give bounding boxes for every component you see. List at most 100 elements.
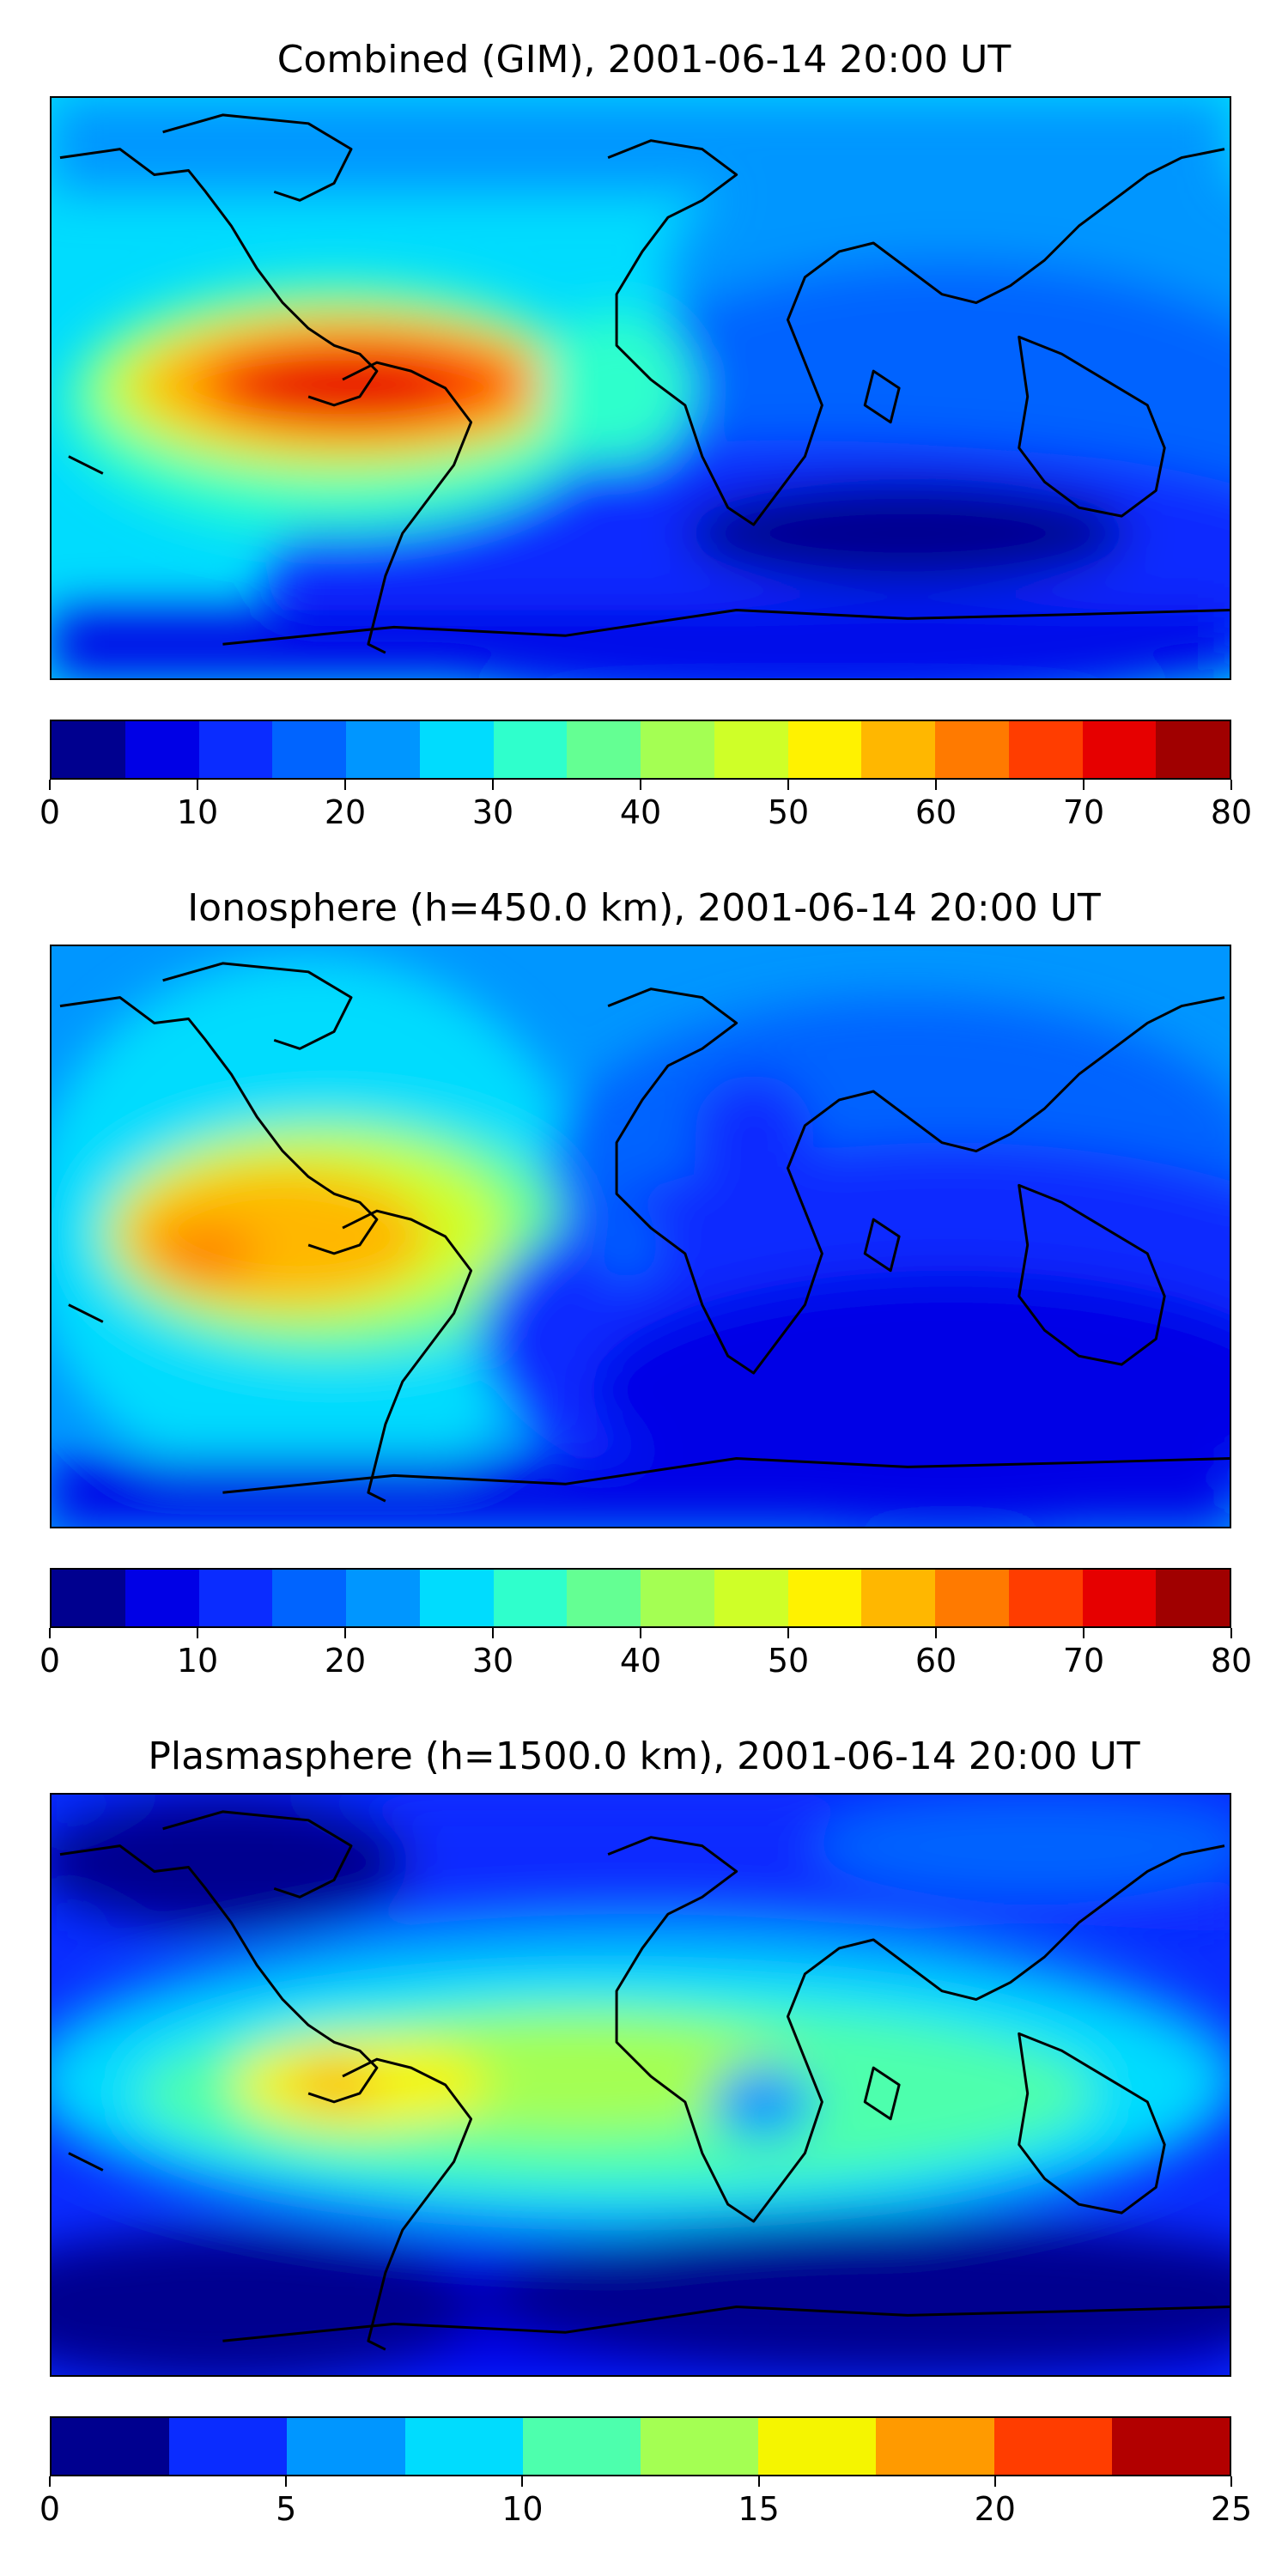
colorbar-tick-label: 50 (767, 793, 810, 831)
colorbar-tick (640, 1628, 641, 1638)
colorbar-tick (935, 780, 937, 790)
colorbar-segment (522, 2418, 641, 2475)
colorbar-tick-label: 80 (1210, 793, 1253, 831)
colorbar-segment (641, 2418, 759, 2475)
colorbar-tick (1083, 1628, 1084, 1638)
coastlines (59, 1810, 1230, 2351)
colorbar (50, 2416, 1231, 2476)
colorbar-tick-label: 15 (738, 2490, 780, 2528)
colorbar-segment (714, 1570, 788, 1626)
colorbar-ticks: 0 10 20 30 40 50 60 70 80 (39, 1628, 1252, 1680)
colorbar-segment (861, 721, 935, 778)
colorbar-tick-label: 50 (767, 1642, 810, 1680)
tec-contour-field (52, 946, 1230, 1527)
colorbar-segment (787, 1570, 862, 1626)
colorbar-segment (52, 2418, 170, 2475)
map-plot (50, 945, 1231, 1528)
colorbar-tick-label: 10 (176, 793, 219, 831)
tec-contour-field (52, 1795, 1230, 2375)
colorbar-tick (993, 2476, 996, 2487)
panel-title: Plasmasphere (h=1500.0 km), 2001-06-14 2… (148, 1735, 1140, 1778)
colorbar-segment (935, 721, 1009, 778)
colorbar (50, 1568, 1231, 1628)
colorbar-tick (757, 2476, 760, 2487)
colorbar-tick-label: 20 (974, 2490, 1016, 2528)
colorbar-segment (419, 721, 494, 778)
colorbar-tick-label: 40 (619, 1642, 662, 1680)
colorbar-tick (492, 1628, 494, 1638)
colorbar-tick (787, 780, 789, 790)
colorbar-segment (1008, 721, 1083, 778)
colorbar-tick-label: 80 (1210, 1642, 1253, 1680)
colorbar-segment (993, 2418, 1112, 2475)
colorbar-segment (787, 721, 862, 778)
colorbar-segment (125, 721, 199, 778)
colorbar-segment (419, 1570, 494, 1626)
colorbar-segment (287, 2418, 405, 2475)
colorbar-tick (197, 1628, 198, 1638)
colorbar-tick-label: 10 (501, 2490, 544, 2528)
panel-title: Combined (GIM), 2001-06-14 20:00 UT (276, 38, 1012, 82)
colorbar-segment (641, 721, 714, 778)
colorbar-segment (346, 721, 420, 778)
colorbar-tick-label: 70 (1062, 1642, 1105, 1680)
colorbar-segment (52, 721, 125, 778)
colorbar-tick (1230, 780, 1232, 790)
colorbar-tick-label: 40 (619, 793, 662, 831)
colorbar-tick-label: 30 (471, 793, 514, 831)
colorbar-segment (935, 1570, 1009, 1626)
colorbar-segment (404, 2418, 523, 2475)
colorbar-tick (521, 2476, 524, 2487)
colorbar-segment (1111, 2418, 1230, 2475)
colorbar-tick (1230, 1628, 1232, 1638)
colorbar-tick (1083, 780, 1084, 790)
colorbar-tick-label: 20 (324, 1642, 367, 1680)
colorbar-segment (493, 721, 568, 778)
colorbar-ticks: 0 10 20 30 40 50 60 70 80 (39, 780, 1252, 831)
colorbar-tick (49, 780, 51, 790)
panel-title: Ionosphere (h=450.0 km), 2001-06-14 20:0… (187, 886, 1101, 930)
colorbar-tick (344, 1628, 346, 1638)
colorbar-segment (272, 721, 346, 778)
colorbar-segment (52, 1570, 125, 1626)
colorbar-tick (49, 2476, 51, 2487)
colorbar-segment (1082, 1570, 1157, 1626)
colorbar-segment (714, 721, 788, 778)
colorbar-segment (493, 1570, 568, 1626)
colorbar-segment (125, 1570, 199, 1626)
colorbar-segment (567, 1570, 641, 1626)
colorbar-tick-label: 20 (324, 793, 367, 831)
colorbar-tick-label: 5 (276, 2490, 297, 2528)
colorbar-segment (1008, 1570, 1083, 1626)
colorbar-tick (640, 780, 641, 790)
colorbar-segment (1082, 721, 1157, 778)
colorbar-tick-label: 10 (176, 1642, 219, 1680)
colorbar-segment (1156, 1570, 1230, 1626)
colorbar-segment (641, 1570, 714, 1626)
colorbar-segment (861, 1570, 935, 1626)
colorbar-tick-label: 0 (39, 2490, 61, 2528)
map-plot (50, 1793, 1231, 2377)
colorbar-tick (285, 2476, 288, 2487)
colorbar-tick-label: 0 (39, 793, 61, 831)
map-plot (50, 96, 1231, 680)
colorbar-segment (876, 2418, 994, 2475)
colorbar-tick-label: 0 (39, 1642, 61, 1680)
colorbar (50, 720, 1231, 780)
colorbar-tick (935, 1628, 937, 1638)
colorbar-tick (1230, 2476, 1232, 2487)
colorbar-segment (346, 1570, 420, 1626)
coastlines (59, 113, 1230, 654)
coastlines (59, 962, 1230, 1503)
colorbar-ticks: 0 5 10 15 20 25 (39, 2476, 1252, 2528)
colorbar-tick-label: 60 (914, 1642, 957, 1680)
colorbar-tick (344, 780, 346, 790)
colorbar-segment (758, 2418, 877, 2475)
colorbar-segment (567, 721, 641, 778)
colorbar-segment (198, 721, 273, 778)
colorbar-tick-label: 25 (1210, 2490, 1253, 2528)
colorbar-tick-label: 60 (914, 793, 957, 831)
colorbar-segment (1156, 721, 1230, 778)
colorbar-tick (197, 780, 198, 790)
tec-contour-field (52, 98, 1230, 678)
